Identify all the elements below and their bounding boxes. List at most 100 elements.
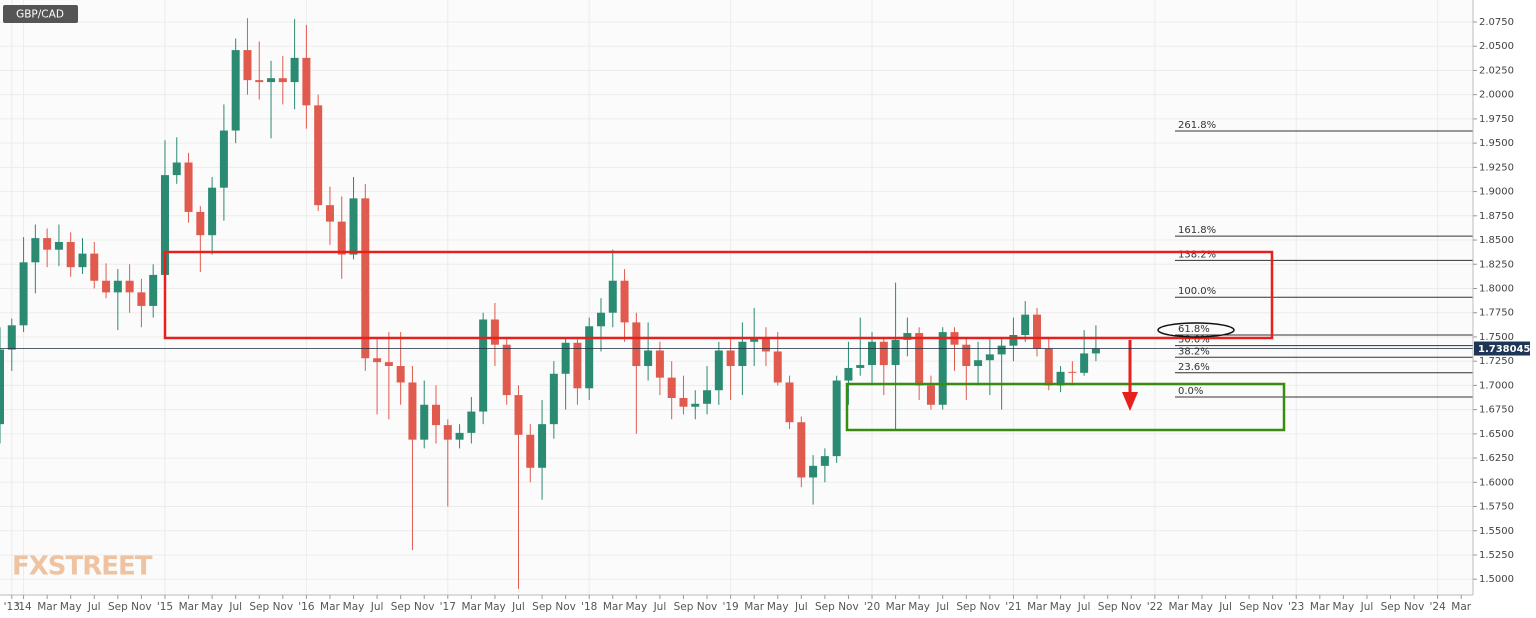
- fib-label: 100.0%: [1178, 286, 1216, 297]
- y-tick-label: 1.5000: [1479, 574, 1514, 585]
- x-tick-label: May: [1333, 601, 1355, 613]
- candle-body: [514, 395, 523, 435]
- x-tick-label: '18: [581, 601, 597, 613]
- x-tick-label: Nov: [1404, 601, 1425, 613]
- last-price-label: 1.738045: [1478, 344, 1531, 355]
- x-tick-label: Sep: [815, 601, 835, 613]
- candle-body: [113, 280, 122, 293]
- y-tick-label: 1.9500: [1479, 138, 1514, 149]
- candle-body: [337, 221, 346, 255]
- x-tick-label: Mar: [37, 601, 57, 613]
- candle-body: [809, 465, 818, 478]
- candle-body: [1021, 314, 1030, 336]
- y-tick-label: 1.6500: [1479, 429, 1514, 440]
- x-tick-label: '14: [15, 601, 32, 613]
- candle-body: [408, 382, 417, 440]
- y-tick-label: 1.8000: [1479, 283, 1514, 294]
- x-tick-label: Jul: [653, 601, 667, 613]
- candle-body: [561, 342, 570, 374]
- candle-body: [455, 432, 464, 440]
- x-tick-label: Mar: [1027, 601, 1047, 613]
- candle-body: [691, 403, 700, 407]
- fib-label: 23.6%: [1178, 362, 1210, 373]
- candle-body: [620, 280, 629, 323]
- candle-body: [856, 365, 865, 368]
- x-tick-label: Mar: [603, 601, 623, 613]
- candle-body: [938, 332, 947, 405]
- x-tick-label: Nov: [697, 601, 718, 613]
- candle-body: [738, 341, 747, 367]
- candle-body: [125, 280, 134, 293]
- candle-body: [349, 198, 358, 255]
- y-tick-label: 1.8250: [1479, 259, 1514, 270]
- x-tick-label: Jul: [511, 601, 525, 613]
- candle-body: [502, 344, 511, 396]
- x-tick-label: Jul: [794, 601, 808, 613]
- candle-body: [219, 130, 228, 188]
- candle-body: [750, 338, 759, 342]
- fib-label: 61.8%: [1178, 324, 1210, 335]
- candle-body: [915, 333, 924, 386]
- candle-body: [726, 350, 735, 367]
- candle-body: [974, 360, 983, 367]
- candle-body: [644, 350, 653, 367]
- fib-label: 50.0%: [1178, 335, 1210, 346]
- candle-body: [479, 319, 488, 412]
- x-tick-label: May: [484, 601, 506, 613]
- x-tick-label: Nov: [131, 601, 152, 613]
- candle-body: [255, 80, 264, 83]
- y-tick-label: 1.9750: [1479, 114, 1514, 125]
- candle-body: [608, 280, 617, 313]
- candle-body: [19, 262, 28, 326]
- x-tick-label: '23: [1288, 601, 1304, 613]
- candle-body: [761, 338, 770, 352]
- candle-body: [384, 362, 393, 367]
- candle-body: [832, 380, 841, 457]
- candle-body: [278, 78, 287, 83]
- candle-body: [679, 397, 688, 407]
- x-tick-label: Nov: [1121, 601, 1142, 613]
- candle-body: [490, 319, 499, 345]
- x-tick-label: Sep: [674, 601, 694, 613]
- candle-body: [54, 241, 63, 250]
- x-tick-label: Nov: [555, 601, 576, 613]
- candle-body: [208, 187, 217, 236]
- axis-labels: 1.5000 1.5250 1.5500 1.5750 1.6000 1.6250 1.65…: [4, 17, 1514, 613]
- x-tick-label: Sep: [108, 601, 128, 613]
- x-tick-label: '21: [1005, 601, 1021, 613]
- candle-body: [1044, 348, 1053, 386]
- candle-body: [632, 322, 641, 367]
- x-tick-label: Jul: [1218, 601, 1232, 613]
- x-tick-label: Sep: [1239, 601, 1259, 613]
- y-tick-label: 2.0000: [1479, 90, 1514, 101]
- candle-body: [926, 385, 935, 405]
- candle-body: [903, 333, 912, 340]
- x-tick-label: Mar: [179, 601, 199, 613]
- x-tick-label: May: [343, 601, 365, 613]
- candle-body: [302, 57, 311, 106]
- x-tick-label: May: [1191, 601, 1213, 613]
- support-zone: [845, 382, 1286, 432]
- candle-body: [66, 241, 75, 268]
- candle-body: [1032, 314, 1041, 349]
- x-tick-label: Jul: [1360, 601, 1374, 613]
- candle-body: [361, 198, 370, 359]
- x-tick-label: Sep: [1098, 601, 1118, 613]
- x-tick-label: Mar: [744, 601, 764, 613]
- candle-body: [7, 325, 16, 350]
- candle-body: [526, 434, 535, 468]
- candle-body: [78, 253, 87, 268]
- y-tick-label: 1.7500: [1479, 332, 1514, 343]
- x-tick-label: May: [1050, 601, 1072, 613]
- x-tick-label: Jul: [370, 601, 384, 613]
- candle-body: [1056, 371, 1065, 386]
- x-tick-label: '13: [4, 601, 20, 613]
- candle-body: [231, 50, 240, 131]
- x-tick-label: Mar: [1310, 601, 1330, 613]
- x-tick-label: '17: [440, 601, 456, 613]
- y-tick-label: 1.6250: [1479, 453, 1514, 464]
- fib-label: 161.8%: [1178, 225, 1216, 236]
- candle-body: [196, 211, 205, 236]
- candle-body: [962, 344, 971, 367]
